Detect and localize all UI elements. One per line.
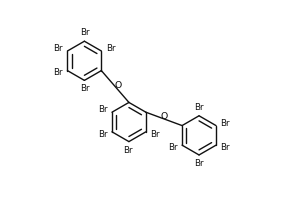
Text: Br: Br (221, 119, 230, 128)
Text: Br: Br (98, 129, 107, 138)
Text: Br: Br (106, 44, 116, 53)
Text: Br: Br (123, 146, 133, 155)
Text: Br: Br (194, 103, 204, 112)
Text: O: O (160, 112, 168, 121)
Text: O: O (114, 81, 121, 90)
Text: Br: Br (194, 159, 204, 168)
Text: Br: Br (53, 44, 63, 53)
Text: Br: Br (151, 129, 160, 138)
Text: Br: Br (80, 84, 89, 93)
Text: Br: Br (80, 28, 89, 37)
Text: Br: Br (168, 143, 177, 152)
Text: Br: Br (98, 106, 107, 114)
Text: Br: Br (221, 143, 230, 152)
Text: Br: Br (53, 68, 63, 77)
